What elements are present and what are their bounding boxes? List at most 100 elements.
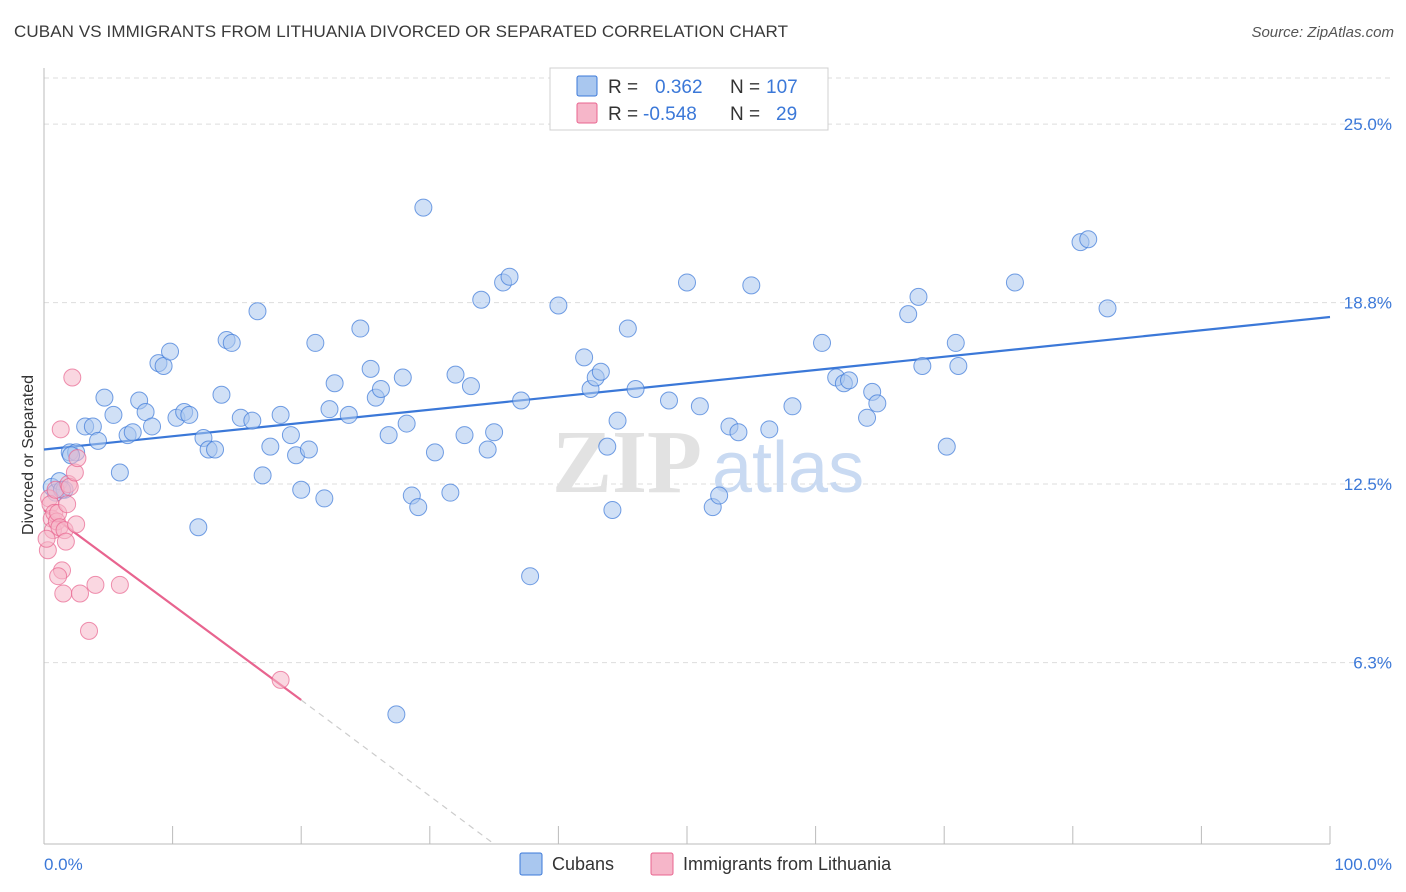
- point-cubans-77: [626, 380, 645, 399]
- data-points: [37, 198, 1117, 724]
- point-cubans-66: [512, 391, 531, 410]
- point-cubans-36: [281, 426, 300, 445]
- point-cubans-8: [89, 431, 108, 450]
- point-cubans-97: [913, 356, 932, 375]
- point-cubans-95: [899, 305, 918, 324]
- point-cubans-76: [618, 319, 637, 338]
- point-lithuania-21: [80, 621, 99, 640]
- point-lithuania-28: [67, 515, 86, 534]
- point-lithuania-22: [86, 575, 105, 594]
- point-cubans-23: [189, 518, 208, 537]
- point-cubans-45: [351, 319, 370, 338]
- point-cubans-9: [95, 388, 114, 407]
- point-cubans-19: [161, 342, 180, 361]
- point-lithuania-24: [271, 670, 290, 689]
- point-cubans-101: [1005, 273, 1024, 292]
- legend-r-value-lithuania: -0.548: [643, 104, 697, 125]
- point-cubans-62: [478, 440, 497, 459]
- point-cubans-10: [104, 405, 123, 424]
- point-cubans-60: [461, 377, 480, 396]
- point-cubans-96: [909, 287, 928, 306]
- x-tick-label-0: 0.0%: [44, 855, 83, 874]
- legend-r-label: R =: [608, 104, 638, 125]
- x-tick-labels: 0.0% 100.0%: [44, 855, 1392, 874]
- point-cubans-40: [306, 333, 325, 352]
- legend-box: R = 0.362 N = 107 R = -0.548 N = 29: [549, 67, 829, 131]
- point-cubans-46: [361, 359, 380, 378]
- point-cubans-67: [521, 567, 540, 586]
- point-cubans-42: [320, 400, 339, 419]
- watermark-atlas: atlas: [712, 428, 864, 508]
- point-cubans-84: [729, 423, 748, 442]
- point-cubans-54: [409, 498, 428, 517]
- point-cubans-85: [742, 276, 761, 295]
- point-cubans-82: [710, 486, 729, 505]
- y-tick-label-2: 18.8%: [1344, 294, 1392, 313]
- legend-n-label: N =: [730, 77, 760, 98]
- trend-lines: [43, 315, 1331, 845]
- watermark: ZIP atlas: [552, 413, 864, 512]
- watermark-zip: ZIP: [552, 413, 702, 512]
- point-cubans-34: [261, 437, 280, 456]
- point-cubans-43: [325, 374, 344, 393]
- point-cubans-26: [206, 440, 225, 459]
- point-cubans-88: [813, 333, 832, 352]
- y-axis-label: Divorced or Separated: [20, 375, 37, 535]
- point-lithuania-13: [56, 532, 75, 551]
- point-cubans-16: [143, 417, 162, 436]
- point-cubans-104: [1098, 299, 1117, 318]
- point-cubans-41: [315, 489, 334, 508]
- point-cubans-68: [549, 296, 568, 315]
- point-cubans-87: [783, 397, 802, 416]
- point-cubans-91: [840, 371, 859, 390]
- legend-swatch-lithuania: [576, 102, 598, 124]
- point-cubans-57: [441, 483, 460, 502]
- source-credit: Source: ZipAtlas.com: [1251, 24, 1394, 41]
- point-lithuania-23: [110, 575, 129, 594]
- point-cubans-48: [371, 380, 390, 399]
- y-tick-labels: 6.3% 12.5% 18.8% 25.0%: [1344, 115, 1392, 673]
- point-cubans-69: [575, 348, 594, 367]
- point-cubans-33: [253, 466, 272, 485]
- point-cubans-39: [299, 440, 318, 459]
- point-cubans-94: [868, 394, 887, 413]
- legend-r-value-cubans: 0.362: [655, 77, 703, 98]
- point-cubans-55: [414, 198, 433, 217]
- point-cubans-56: [425, 443, 444, 462]
- point-cubans-103: [1079, 230, 1098, 249]
- point-cubans-32: [248, 302, 267, 321]
- point-cubans-75: [608, 411, 627, 430]
- point-cubans-52: [397, 414, 416, 433]
- point-cubans-98: [937, 437, 956, 456]
- point-cubans-86: [760, 420, 779, 439]
- legend-n-label: N =: [730, 104, 760, 125]
- y-tick-label-3: 25.0%: [1344, 115, 1392, 134]
- point-lithuania-17: [63, 368, 82, 387]
- point-cubans-35: [271, 405, 290, 424]
- point-cubans-100: [949, 356, 968, 375]
- point-cubans-73: [598, 437, 617, 456]
- chart-title: CUBAN VS IMMIGRANTS FROM LITHUANIA DIVOR…: [14, 22, 789, 41]
- y-tick-label-0: 6.3%: [1353, 654, 1392, 673]
- bottom-legend: Cubans Immigrants from Lithuania: [519, 852, 892, 876]
- point-cubans-59: [455, 426, 474, 445]
- bottom-legend-swatch-cubans: [519, 852, 543, 876]
- point-cubans-49: [379, 426, 398, 445]
- bottom-legend-cubans: Cubans: [552, 854, 614, 874]
- trend-line-lithuania: [43, 509, 302, 701]
- point-cubans-13: [123, 423, 142, 442]
- point-cubans-74: [603, 500, 622, 519]
- point-lithuania-20: [71, 584, 90, 603]
- x-tick-label-1: 100.0%: [1334, 855, 1392, 874]
- point-cubans-63: [485, 423, 504, 442]
- point-cubans-27: [212, 385, 231, 404]
- trend-line-lithuania-extension: [300, 699, 495, 845]
- point-lithuania-19: [68, 449, 87, 468]
- point-lithuania-9: [51, 420, 70, 439]
- bottom-legend-lithuania: Immigrants from Lithuania: [683, 854, 892, 874]
- legend-swatch-cubans: [576, 75, 598, 97]
- legend-r-label: R =: [608, 77, 638, 98]
- point-lithuania-11: [54, 584, 73, 603]
- point-cubans-99: [946, 333, 965, 352]
